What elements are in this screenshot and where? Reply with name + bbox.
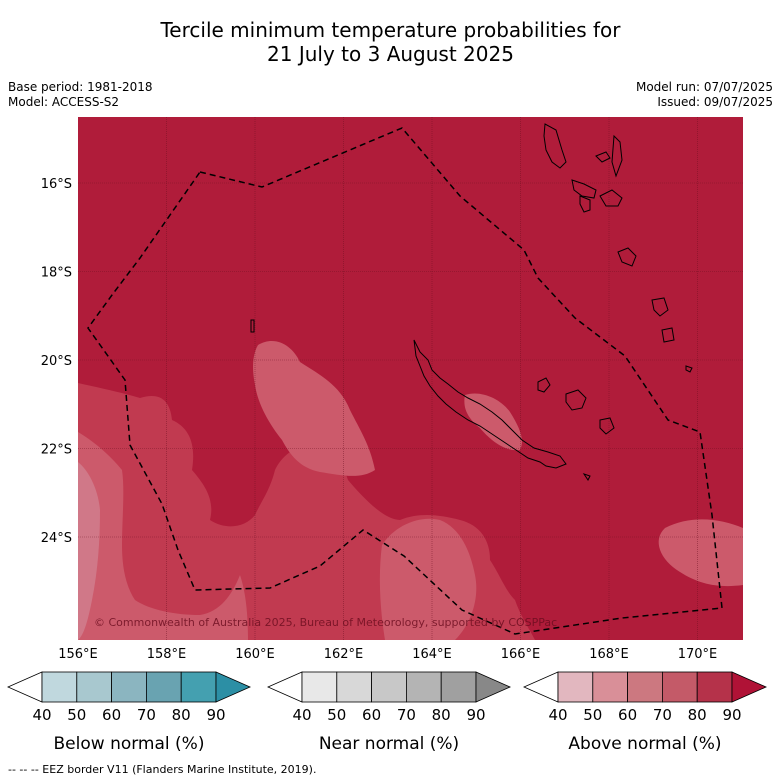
issued-text: Issued: 09/07/2025 — [657, 95, 773, 109]
colorbar-tick-label: 70 — [653, 706, 672, 724]
small-reef-3 — [685, 365, 693, 373]
lat-tick-label: 22°S — [41, 443, 72, 458]
overlay-region-center — [253, 341, 375, 476]
meta-left: Base period: 1981-2018 Model: ACCESS-S2 — [8, 80, 153, 110]
colorbar-segment — [336, 671, 372, 703]
colorbar-segment — [111, 671, 147, 703]
lon-tick-label: 160°E — [235, 647, 275, 662]
colorbar-tick-label: 70 — [137, 706, 156, 724]
lat-tick-label: 20°S — [41, 354, 72, 369]
model-run-text: Model run: 07/07/2025 — [635, 80, 773, 94]
colorbar-tick-label: 40 — [548, 706, 567, 724]
colorbar-tick-label: 80 — [172, 706, 191, 724]
colorbar-tick-label: 80 — [432, 706, 451, 724]
landmasses — [250, 123, 693, 481]
colorbar-right-arrow — [215, 671, 251, 703]
eez-footer-note: -- -- -- EEZ border V11 (Flanders Marine… — [8, 763, 317, 776]
vanuatu-island-3 — [611, 134, 623, 178]
map-title: Tercile minimum temperature probabilitie… — [0, 18, 781, 66]
colorbar-segment — [405, 671, 442, 703]
loyalty-island-2 — [565, 389, 587, 411]
colorbar-segment — [371, 671, 407, 703]
colorbar-tick-label: 50 — [327, 706, 346, 724]
colorbar-segment — [627, 671, 663, 703]
lon-tick-label: 156°E — [58, 647, 98, 662]
vanuatu-island-8 — [651, 297, 669, 317]
lon-tick-label: 158°E — [147, 647, 187, 662]
eez-border — [87, 127, 723, 635]
colorbar-segment — [440, 671, 477, 703]
vanuatu-island-2 — [595, 151, 611, 163]
loyalty-island-3 — [599, 417, 615, 435]
colorbar-tick-label: 70 — [397, 706, 416, 724]
lon-tick-label: 164°E — [412, 647, 452, 662]
colorbar-tick-label: 90 — [206, 706, 225, 724]
colorbar-caption: Above normal (%) — [568, 734, 721, 754]
colorbar-left-arrow — [523, 671, 559, 703]
base-period-text: Base period: 1981-2018 — [8, 80, 153, 94]
colorbar-tick-label: 40 — [292, 706, 311, 724]
colorbar-tick-label: 90 — [466, 706, 485, 724]
loyalty-island-1 — [537, 377, 551, 393]
colorbar-segment — [696, 671, 733, 703]
lat-tick-label: 16°S — [41, 177, 72, 192]
colorbar-tick-label: 50 — [583, 706, 602, 724]
overlay-region-east — [658, 519, 743, 587]
latitude-labels: 16°S 18°S 20°S 22°S 24°S — [41, 177, 72, 546]
colorbar-tick-label: 40 — [32, 706, 51, 724]
lat-tick-label: 24°S — [41, 531, 72, 546]
colorbar-segment — [592, 671, 628, 703]
vanuatu-island-6 — [599, 189, 623, 207]
vanuatu-island-7 — [617, 247, 637, 267]
colorbar-segment — [662, 671, 698, 703]
colorbar-right-arrow — [475, 671, 511, 703]
colorbar-segment — [557, 671, 594, 703]
longitude-labels: 156°E 158°E 160°E 162°E 164°E 166°E 168°E 170°E — [58, 647, 717, 662]
colorbar-caption: Near normal (%) — [319, 734, 459, 754]
overlay-region-lightest-corner — [78, 462, 100, 640]
colorbar-right-arrow — [731, 671, 767, 703]
lon-tick-label: 162°E — [324, 647, 364, 662]
vanuatu-island-5 — [579, 195, 591, 213]
colorbar-segment — [41, 671, 78, 703]
lon-tick-label: 170°E — [678, 647, 718, 662]
colorbar-caption: Below normal (%) — [54, 734, 205, 754]
model-text: Model: ACCESS-S2 — [8, 95, 120, 109]
lat-tick-label: 18°S — [41, 266, 72, 281]
vanuatu-north-island — [543, 123, 567, 169]
small-reef-2 — [582, 473, 591, 481]
overlay-region-lighter-southwest — [78, 432, 248, 640]
colorbar-tick-label: 60 — [102, 706, 121, 724]
overlay-region-south — [379, 518, 477, 640]
colorbar-tick-label: 80 — [688, 706, 707, 724]
meta-right: Model run: 07/07/2025 Issued: 09/07/2025 — [636, 80, 773, 110]
vanuatu-island-9 — [661, 327, 675, 343]
colorbar-segment — [145, 671, 182, 703]
colorbar-tick-label: 90 — [722, 706, 741, 724]
gridlines — [78, 117, 743, 640]
colorbar-segment — [180, 671, 217, 703]
colorbar-segment — [76, 671, 113, 703]
lon-tick-label: 168°E — [589, 647, 629, 662]
new-caledonia-island — [413, 339, 567, 469]
colorbar-left-arrow — [267, 671, 303, 703]
title-line-1: Tercile minimum temperature probabilitie… — [160, 18, 621, 42]
colorbar-tick-label: 60 — [618, 706, 637, 724]
probability-overlays — [78, 341, 743, 640]
copyright-text: © Commonwealth of Australia 2025, Bureau… — [94, 616, 557, 629]
colorbar-left-arrow — [7, 671, 43, 703]
colorbar-tick-label: 60 — [362, 706, 381, 724]
colorbar-segment — [301, 671, 338, 703]
small-reef-1 — [250, 319, 255, 333]
title-line-2: 21 July to 3 August 2025 — [267, 42, 514, 66]
overlay-region-island — [464, 393, 522, 451]
colorbar-2: 40 50 60 70 80 90 Near normal (%) — [267, 671, 511, 754]
vanuatu-island-4 — [571, 179, 597, 199]
colorbar-tick-label: 50 — [67, 706, 86, 724]
lon-tick-label: 166°E — [501, 647, 541, 662]
